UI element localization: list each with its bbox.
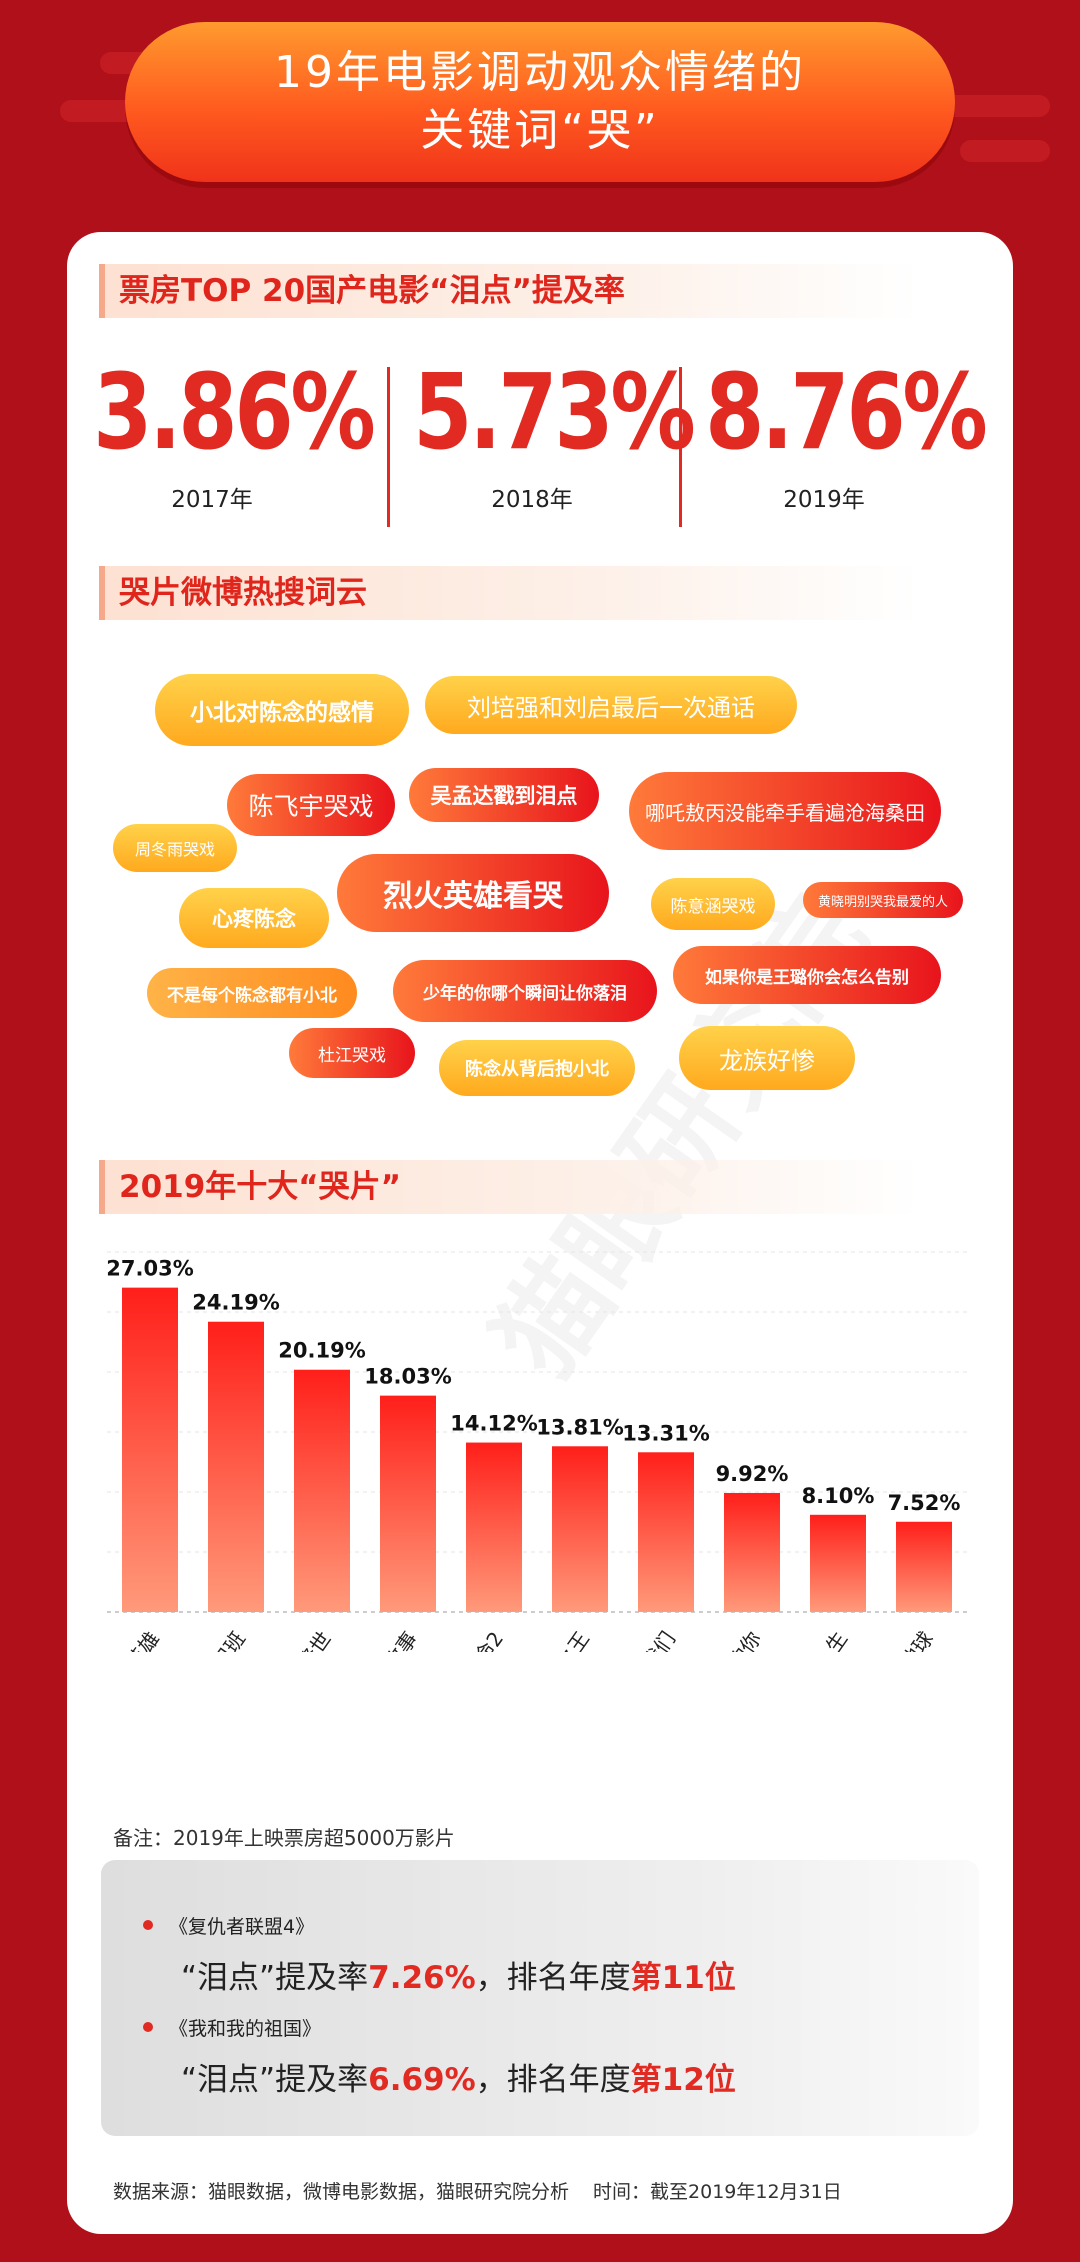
cloud-tag: 不是每个陈念都有小北 [147, 968, 357, 1018]
bar-value-label: 9.92% [716, 1462, 789, 1486]
chart-note: 备注：2019年上映票房超5000万影片 [113, 1826, 455, 1850]
bar-value-label: 27.03% [106, 1257, 193, 1281]
category-label: 新喜剧之王 [517, 1627, 594, 1652]
highlight-mid: ，排名年度 [475, 2062, 631, 2098]
bar [294, 1369, 350, 1612]
cloud-tag: 周冬雨哭戏 [113, 824, 237, 872]
category-label: 流浪地球 [873, 1627, 939, 1652]
bar-value-label: 8.10% [802, 1484, 875, 1508]
word-cloud: 小北对陈念的感情 刘培强和刘启最后一次通话 陈飞宇哭戏 吴孟达戳到泪点 哪吒敖丙… [67, 232, 1013, 1532]
stat-2018: 5.73% 2018年 [387, 351, 696, 514]
bar-value-label: 7.52% [888, 1491, 961, 1515]
highlight-box: 《复仇者联盟4》 “泪点”提及率7.26%，排名年度第11位 《我和我的祖国》 … [101, 1860, 979, 2136]
stat-year: 2017年 [171, 487, 253, 513]
bar-value-label: 13.81% [536, 1415, 623, 1439]
stat-value: 5.73% [413, 351, 696, 473]
bar [208, 1321, 264, 1612]
cloud-tag: 陈飞宇哭戏 [227, 774, 395, 836]
highlight-rate: 7.26% [368, 1960, 476, 1996]
section-title-top10: 2019年十大“哭片” [99, 1160, 919, 1214]
highlight-rank: 第11位 [630, 1960, 736, 1996]
divider [387, 367, 390, 527]
bar-value-label: 14.12% [450, 1412, 537, 1436]
divider [679, 367, 682, 527]
bar-value-label: 18.03% [364, 1365, 451, 1389]
bar-value-label: 24.19% [192, 1291, 279, 1315]
bar [810, 1514, 866, 1612]
cloud-tag: 黄晓明别哭我最爱的人 [803, 882, 963, 918]
content-card: 猫眼研究院 票房TOP 20国产电影“泪点”提及率 3.86% 2017年 5.… [67, 232, 1013, 2234]
header-banner: 19年电影调动观众情绪的 关键词“哭” [125, 22, 955, 182]
cloud-tag: 少年的你哪个瞬间让你落泪 [393, 960, 657, 1022]
cloud-tag: 陈意涵哭戏 [651, 878, 775, 930]
bar [724, 1492, 780, 1612]
cloud-tag: 龙族好惨 [679, 1026, 855, 1090]
highlight-rate: 6.69% [368, 2062, 476, 2098]
category-label: 少年的你 [701, 1627, 767, 1652]
highlight-mid: ，排名年度 [475, 1960, 631, 1996]
bar [896, 1521, 952, 1612]
bar [638, 1452, 694, 1612]
cloud-tag: 烈火英雄看哭 [337, 854, 609, 932]
stat-2017: 3.86% 2017年 [67, 351, 376, 514]
highlight-prefix: “泪点”提及率 [181, 2062, 369, 2098]
cloud-tag: 吴孟达戳到泪点 [409, 768, 599, 822]
footer-time: 时间：截至2019年12月31日 [593, 2181, 842, 2203]
header-title-line1: 19年电影调动观众情绪的 [274, 47, 806, 98]
stat-year: 2019年 [783, 487, 865, 513]
category-label: 一条狗的使命2 [412, 1627, 508, 1652]
highlight-rank: 第12位 [630, 2062, 736, 2098]
cloud-tag: 哪吒敖丙没能牵手看遍沧海桑田 [629, 772, 941, 850]
cloud-tag: 刘培强和刘启最后一次通话 [425, 676, 797, 734]
stat-2019: 8.76% 2019年 [679, 351, 988, 514]
bar [552, 1446, 608, 1612]
highlight-title: 《我和我的祖国》 [169, 2018, 322, 2040]
section-title-tear-rate: 票房TOP 20国产电影“泪点”提及率 [99, 264, 919, 318]
stat-value: 8.76% [705, 351, 988, 473]
section-title-word-cloud: 哭片微博热搜词云 [99, 566, 919, 620]
bar [122, 1287, 178, 1612]
cloud-tag: 心疼陈念 [179, 888, 329, 948]
header-title-line2: 关键词“哭” [420, 105, 660, 156]
cloud-tag: 如果你是王璐你会怎么告别 [673, 946, 941, 1004]
footer-source: 数据来源：猫眼数据，微博电影数据，猫眼研究院分析 [113, 2181, 570, 2203]
bullet-icon [143, 2022, 153, 2032]
bar-chart: 27.03% 24.19% 20.19%18.03% 14.12%13.81%13.3… [99, 1251, 967, 1652]
category-label: 飞驰人生 [787, 1627, 853, 1652]
bullet-icon [143, 1920, 153, 1930]
highlight-line: “泪点”提及率7.26%，排名年度第11位 [181, 1952, 736, 1997]
category-label: 哪吒之魔童降世 [236, 1627, 336, 1652]
highlight-line: “泪点”提及率6.69%，排名年度第12位 [181, 2054, 736, 2099]
bar-value-label: 20.19% [278, 1339, 365, 1363]
decor-streak [960, 140, 1050, 162]
category-label: 最好的我们 [603, 1627, 680, 1652]
cloud-tag: 陈念从背后抱小北 [439, 1040, 635, 1096]
stat-year: 2018年 [491, 487, 573, 513]
category-label: 烈火英雄 [99, 1627, 165, 1652]
bar [466, 1442, 522, 1612]
highlight-title: 《复仇者联盟4》 [169, 1916, 315, 1938]
category-label: 银河补习班 [173, 1627, 250, 1652]
highlight-prefix: “泪点”提及率 [181, 1960, 369, 1996]
cloud-tag: 杜江哭戏 [289, 1028, 415, 1078]
stat-value: 3.86% [93, 351, 376, 473]
bar-value-label: 13.31% [622, 1421, 709, 1445]
cloud-tag: 小北对陈念的感情 [155, 674, 409, 746]
bar [380, 1395, 436, 1612]
footer: 数据来源：猫眼数据，微博电影数据，猫眼研究院分析 时间：截至2019年12月31日 [113, 2177, 842, 2204]
